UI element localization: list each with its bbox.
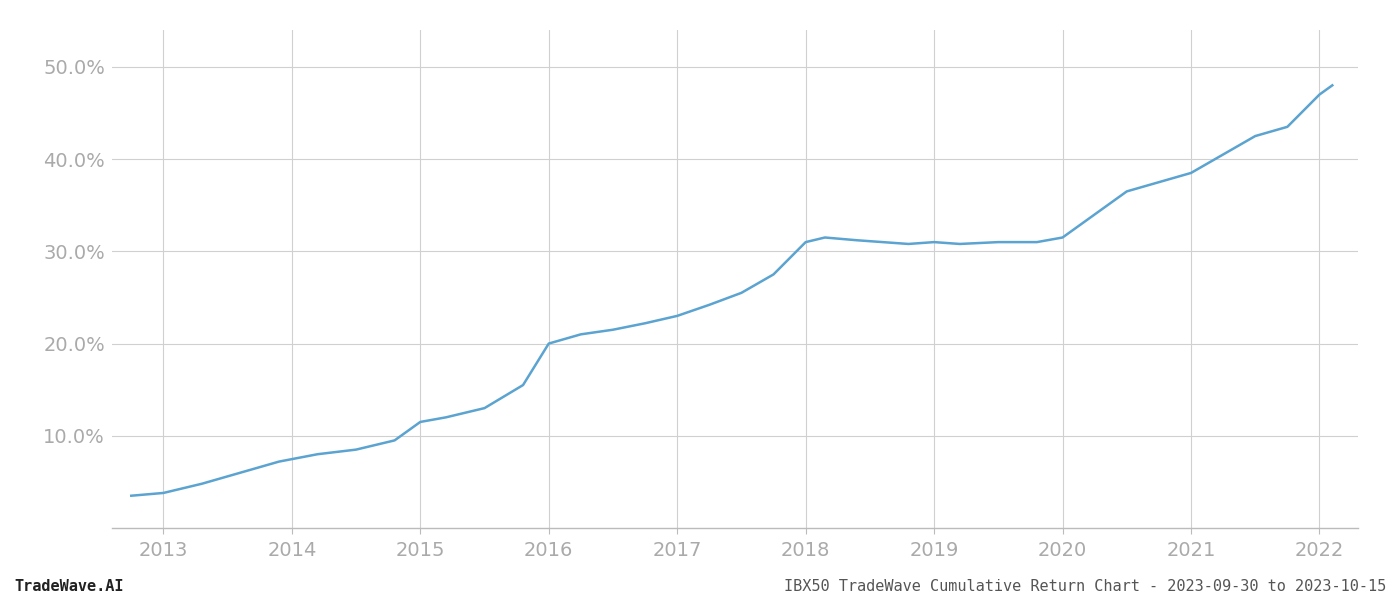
Text: TradeWave.AI: TradeWave.AI (14, 579, 123, 594)
Text: IBX50 TradeWave Cumulative Return Chart - 2023-09-30 to 2023-10-15: IBX50 TradeWave Cumulative Return Chart … (784, 579, 1386, 594)
